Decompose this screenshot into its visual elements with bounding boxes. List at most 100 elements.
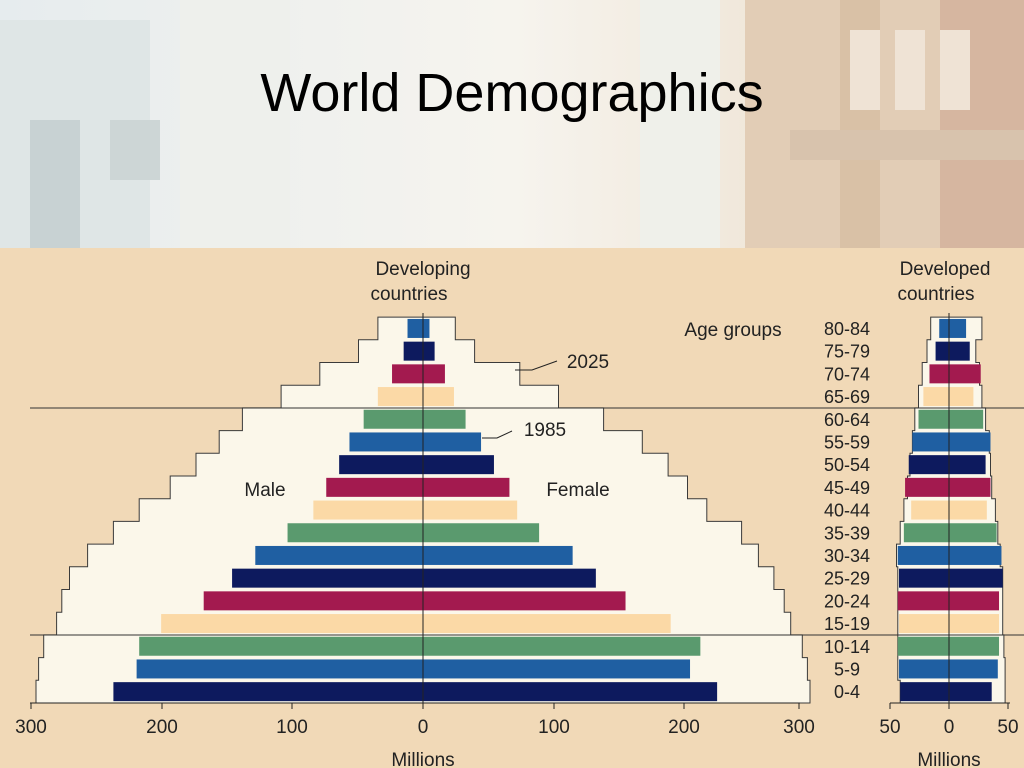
developing-female-bar-20-24 <box>423 591 626 611</box>
developing-x-tick-label: 100 <box>538 717 570 738</box>
developing-female-bar-40-44 <box>423 500 518 520</box>
developed-female-bar-45-49 <box>949 477 991 497</box>
age-label-40-44: 40-44 <box>824 501 870 521</box>
developing-male-bar-70-74 <box>392 364 423 384</box>
annotation-1985-leader <box>482 430 513 439</box>
developed-male-bar-40-44 <box>911 500 949 520</box>
population-pyramid-chart: 300 200 100 0 100 200 300 50 0 50 0-4 5-910-14 15-… <box>0 248 1024 768</box>
developed-female-bar-40-44 <box>949 500 987 520</box>
developed-female-bar-15-19 <box>949 614 1000 634</box>
developed-x-ticks: 50 0 50 <box>879 703 1019 738</box>
developed-title-line1: Developed <box>900 259 991 280</box>
developing-x-ticks: 300 200 100 0 100 200 300 <box>15 703 815 738</box>
annotation-1985: 1985 <box>524 420 566 441</box>
developing-x-tick-label: 300 <box>15 717 47 738</box>
age-label-45-49: 45-49 <box>824 478 870 498</box>
developed-male-bar-5-9 <box>898 659 949 679</box>
developed-male-bar-70-74 <box>929 364 949 384</box>
developed-male-bar-50-54 <box>908 455 949 475</box>
age-label-10-14: 10-14 <box>824 637 870 657</box>
developing-male-bar-55-59 <box>349 432 423 452</box>
developed-male-bar-65-69 <box>923 387 949 407</box>
developed-male-bar-0-4 <box>900 682 949 702</box>
developing-male-bar-15-19 <box>161 614 423 634</box>
developed-female-bar-60-64 <box>949 409 984 429</box>
background-photo <box>0 0 1024 250</box>
developing-x-tick-label: 0 <box>418 717 429 738</box>
developing-female-bar-15-19 <box>423 614 671 634</box>
developing-female-bar-10-14 <box>423 636 701 656</box>
developed-x-axis-title: Millions <box>917 750 980 768</box>
developed-x-tick-label: 50 <box>879 717 900 738</box>
developed-female-bar-70-74 <box>949 364 981 384</box>
age-label-70-74: 70-74 <box>824 364 870 384</box>
developing-male-bar-40-44 <box>313 500 423 520</box>
developing-female-bar-35-39 <box>423 523 540 543</box>
developed-female-bar-75-79 <box>949 341 970 361</box>
developing-x-tick-label: 100 <box>276 717 308 738</box>
developed-male-bar-20-24 <box>897 591 949 611</box>
developed-male-bar-55-59 <box>912 432 949 452</box>
developing-male-bar-80-84 <box>407 318 423 338</box>
developing-male-bar-20-24 <box>203 591 423 611</box>
developing-female-bar-80-84 <box>423 318 430 338</box>
age-groups-label: Age groups <box>684 320 781 341</box>
male-label: Male <box>244 480 285 501</box>
developed-female-bar-55-59 <box>949 432 991 452</box>
developing-x-axis-title: Millions <box>391 750 454 768</box>
developed-male-bar-15-19 <box>898 614 949 634</box>
developing-male-bar-30-34 <box>255 545 423 565</box>
developing-female-bar-55-59 <box>423 432 482 452</box>
developed-female-bar-30-34 <box>949 545 1002 565</box>
age-label-80-84: 80-84 <box>824 319 870 339</box>
developed-female-bar-80-84 <box>949 318 967 338</box>
developing-female-bar-65-69 <box>423 387 454 407</box>
age-label-35-39: 35-39 <box>824 523 870 543</box>
age-label-55-59: 55-59 <box>824 432 870 452</box>
developing-x-tick-label: 300 <box>783 717 815 738</box>
age-label-0-4: 0-4 <box>834 682 860 702</box>
developing-1985-bars <box>113 318 718 702</box>
developing-female-bar-45-49 <box>423 477 510 497</box>
developing-female-bar-5-9 <box>423 659 691 679</box>
developed-female-bar-35-39 <box>949 523 997 543</box>
developed-female-bar-5-9 <box>949 659 998 679</box>
developed-x-tick-label: 0 <box>944 717 955 738</box>
developed-male-bar-75-79 <box>935 341 949 361</box>
developing-female-bar-25-29 <box>423 568 596 588</box>
age-label-65-69: 65-69 <box>824 387 870 407</box>
developed-x-tick-label: 50 <box>997 717 1018 738</box>
developing-female-bar-50-54 <box>423 455 494 475</box>
developed-female-bar-25-29 <box>949 568 1003 588</box>
developing-male-bar-10-14 <box>139 636 423 656</box>
developing-male-bar-60-64 <box>363 409 423 429</box>
developing-female-bar-70-74 <box>423 364 445 384</box>
developed-female-bar-65-69 <box>949 387 974 407</box>
developed-male-bar-25-29 <box>898 568 949 588</box>
annotation-2025: 2025 <box>567 352 609 373</box>
developed-female-bar-20-24 <box>949 591 1000 611</box>
developing-male-bar-5-9 <box>136 659 423 679</box>
developed-male-bar-35-39 <box>903 523 949 543</box>
developing-x-tick-label: 200 <box>668 717 700 738</box>
developing-male-bar-0-4 <box>113 682 424 702</box>
slide-title: World Demographics <box>260 63 764 123</box>
developing-male-bar-65-69 <box>377 387 423 407</box>
annotation-2025-leader <box>515 360 558 371</box>
age-label-50-54: 50-54 <box>824 455 870 475</box>
developing-female-bar-60-64 <box>423 409 466 429</box>
developed-female-bar-0-4 <box>949 682 992 702</box>
developed-male-bar-45-49 <box>905 477 949 497</box>
developed-male-bar-80-84 <box>939 318 949 338</box>
developed-female-bar-50-54 <box>949 455 986 475</box>
developing-title-line1: Developing <box>375 259 470 280</box>
female-label: Female <box>546 480 609 501</box>
age-label-25-29: 25-29 <box>824 569 870 589</box>
age-label-15-19: 15-19 <box>824 614 870 634</box>
developing-male-bar-45-49 <box>326 477 423 497</box>
age-label-75-79: 75-79 <box>824 342 870 362</box>
developed-male-bar-30-34 <box>897 545 949 565</box>
developing-female-bar-0-4 <box>423 682 718 702</box>
developing-male-bar-75-79 <box>403 341 423 361</box>
